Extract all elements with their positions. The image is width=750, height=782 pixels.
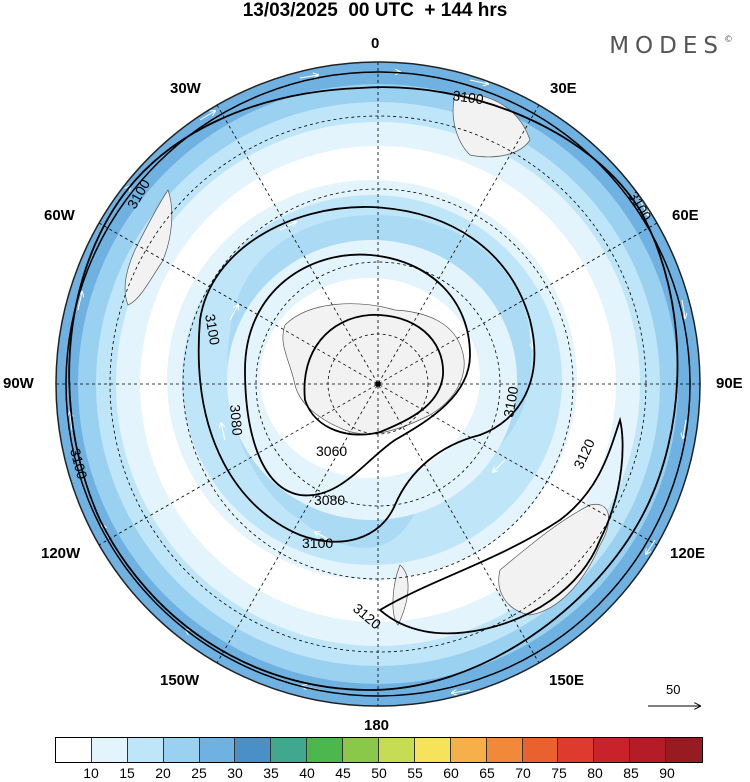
contour-3100-outer bbox=[65, 71, 691, 697]
wind-arrow bbox=[229, 305, 238, 321]
contour-3100-polar bbox=[197, 206, 536, 543]
wind-arrow bbox=[199, 111, 215, 121]
colorbar-tick-label: 60 bbox=[443, 765, 459, 781]
wind-arrow bbox=[77, 292, 82, 311]
wind-arrow bbox=[493, 459, 506, 472]
lon-label-180: 180 bbox=[364, 717, 390, 734]
colorbar-segment bbox=[307, 738, 344, 762]
brand-mark: © bbox=[724, 35, 733, 45]
wind-arrow bbox=[639, 199, 648, 215]
lon-label-30w: 30W bbox=[170, 80, 201, 97]
colorbar-segment bbox=[91, 738, 128, 762]
lon-label-150e: 150E bbox=[549, 672, 585, 689]
meridian-60w bbox=[98, 222, 658, 546]
contour-label: 3100 bbox=[500, 385, 521, 419]
meridian-60 bbox=[98, 222, 658, 546]
contour-3080 bbox=[244, 253, 471, 497]
colorbar-tick-label: 20 bbox=[155, 765, 171, 781]
colorbar-tick-label: 50 bbox=[371, 765, 387, 781]
wind-arrow bbox=[279, 222, 296, 231]
contours bbox=[65, 71, 691, 697]
colorbar-segment bbox=[127, 738, 164, 762]
contour-label: 3100 bbox=[452, 87, 485, 107]
colorbar-segment bbox=[486, 738, 523, 762]
antarctica bbox=[282, 303, 465, 435]
wind-arrow bbox=[469, 79, 488, 84]
colorbar-segment bbox=[343, 738, 380, 762]
wind-arrow bbox=[683, 419, 686, 438]
colorbar-tick-label: 85 bbox=[623, 765, 639, 781]
africa bbox=[452, 93, 531, 158]
lon-label-60e: 60E bbox=[672, 207, 699, 224]
brand-logo: MODES© bbox=[609, 33, 733, 59]
colorbar-tick-label: 40 bbox=[299, 765, 315, 781]
colorbar-tick-label: 55 bbox=[407, 765, 423, 781]
australia bbox=[498, 503, 609, 616]
colorbar-segment bbox=[379, 738, 415, 762]
colorbar-segment bbox=[666, 738, 703, 762]
lon-label-60w: 60W bbox=[44, 207, 75, 224]
map-border bbox=[55, 61, 701, 707]
colorbar-segment bbox=[594, 738, 631, 762]
colorbar-tick-label: 30 bbox=[227, 765, 243, 781]
colorbar-tick-label: 90 bbox=[659, 765, 675, 781]
contour-3120 bbox=[378, 416, 624, 635]
colorbar-tick-label: 70 bbox=[515, 765, 531, 781]
colorbar-segment bbox=[450, 738, 487, 762]
colorbar-segment bbox=[558, 738, 595, 762]
lon-label-90w: 90W bbox=[3, 375, 34, 392]
colorbar-segment bbox=[271, 738, 308, 762]
wind-arrow bbox=[221, 423, 226, 441]
colorbar-tick-label: 25 bbox=[191, 765, 207, 781]
colorbar-tick-label: 75 bbox=[551, 765, 567, 781]
colorbar-segment bbox=[414, 738, 451, 762]
wind-arrow bbox=[70, 412, 72, 431]
reference-vector-label: 50 bbox=[666, 682, 680, 697]
colorbar-tick-label: 35 bbox=[263, 765, 279, 781]
new-zealand bbox=[392, 564, 409, 626]
colorbar-segment bbox=[56, 738, 92, 762]
contour-label: 3060 bbox=[316, 443, 347, 459]
map-title: 13/03/2025 00 UTC + 144 hrs bbox=[242, 0, 508, 21]
lon-label-150w: 150W bbox=[160, 672, 200, 689]
colorbar-segment bbox=[199, 738, 236, 762]
lon-label-0: 0 bbox=[371, 35, 380, 52]
south-pole-marker bbox=[375, 381, 381, 387]
wind-arrow bbox=[452, 690, 471, 693]
colorbar bbox=[55, 737, 703, 763]
lon-label-90e: 90E bbox=[716, 375, 743, 392]
wind-arrow bbox=[646, 539, 656, 554]
contour-label: 3100 bbox=[302, 535, 333, 551]
contour-3060 bbox=[303, 314, 444, 436]
contour-3100-hemispheric bbox=[68, 86, 679, 691]
colorbar-segment bbox=[522, 738, 559, 762]
contour-label: 3080 bbox=[314, 492, 345, 508]
colorbar-segment bbox=[630, 738, 667, 762]
lon-label-120w: 120W bbox=[41, 545, 81, 562]
wind-arrow bbox=[299, 75, 318, 78]
colorbar-tick-label: 65 bbox=[479, 765, 495, 781]
colorbar-segment bbox=[235, 738, 272, 762]
meridian-30w bbox=[216, 104, 540, 664]
wind-arrow bbox=[682, 299, 685, 318]
colorbar-tick-label: 10 bbox=[83, 765, 99, 781]
contour-label: 3100 bbox=[202, 313, 223, 347]
south-america bbox=[124, 189, 173, 306]
polar-map: 3100 3100 3100 3100 3100 3100 3100 3080 … bbox=[55, 61, 750, 735]
colorbar-tick-label: 15 bbox=[119, 765, 135, 781]
colorbar-segment bbox=[163, 738, 200, 762]
colorbar-tick-label: 80 bbox=[587, 765, 603, 781]
meridian-30 bbox=[216, 104, 540, 664]
contour-label: 3100 bbox=[67, 447, 91, 481]
lon-label-30e: 30E bbox=[550, 80, 577, 97]
brand-name: MODES bbox=[609, 33, 724, 59]
contour-label: 3080 bbox=[227, 404, 246, 437]
wind-arrow bbox=[315, 532, 331, 541]
lon-label-120e: 120E bbox=[670, 545, 706, 562]
wind-arrow bbox=[530, 329, 533, 348]
graticule bbox=[56, 62, 700, 706]
colorbar-tick-label: 45 bbox=[335, 765, 351, 781]
